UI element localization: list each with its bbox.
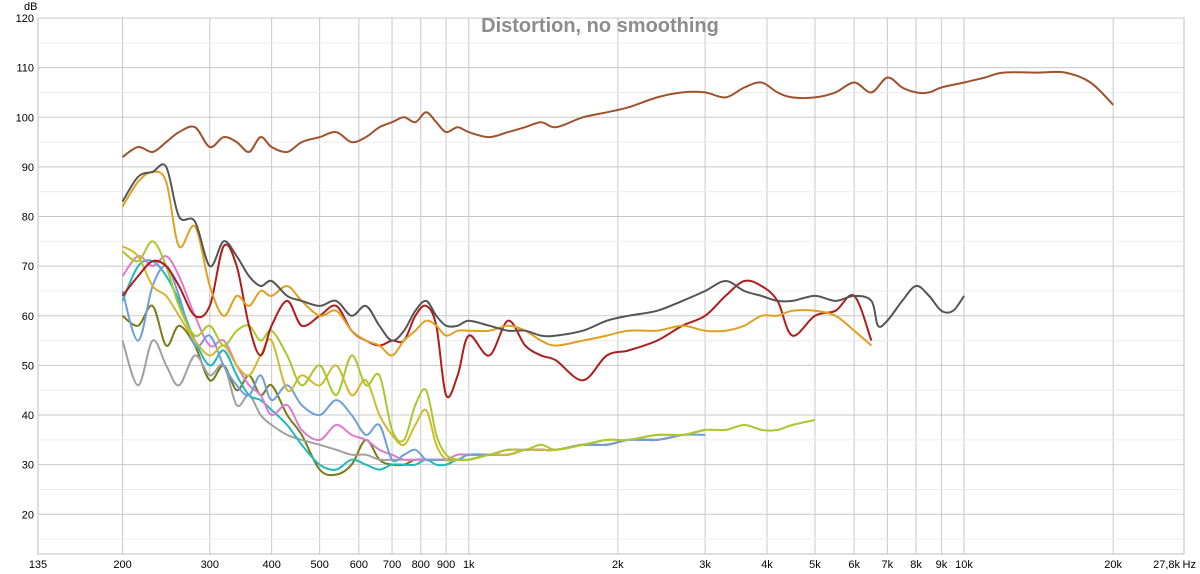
x-tick-label: 7k xyxy=(882,559,894,571)
x-tick-label: 2k xyxy=(612,559,624,571)
x-tick-label: 20k xyxy=(1104,559,1122,571)
y-tick-label: 80 xyxy=(22,212,34,224)
x-tick-label: 27,8k xyxy=(1153,559,1180,571)
y-tick-label: 20 xyxy=(22,509,34,521)
x-tick-label: 5k xyxy=(809,559,821,571)
series-line-4 xyxy=(121,240,816,462)
y-tick-label: 50 xyxy=(22,360,34,372)
series-group xyxy=(121,70,1114,477)
x-tick-label: 700 xyxy=(383,559,401,571)
y-tick-label: 110 xyxy=(16,63,34,75)
series-line-2 xyxy=(121,170,873,357)
x-tick-label: 6k xyxy=(848,559,860,571)
x-tick-label: 300 xyxy=(201,559,219,571)
y-tick-label: 70 xyxy=(22,261,34,273)
y-tick-label: 120 xyxy=(16,13,34,25)
x-tick-label: 1k xyxy=(463,559,475,571)
y-axis-ticks: 20 30 40 50 60 70 80 90 100 110 120 xyxy=(16,13,34,521)
x-axis-ticks: 135 200 300 400 500 600 700 800 900 1k 2k 3k 4k 5k 6k 7… xyxy=(29,559,1181,571)
x-tick-label: 800 xyxy=(412,559,430,571)
chart-title: Distortion, no smoothing xyxy=(481,15,719,37)
y-unit-label: dB xyxy=(24,1,37,13)
y-tick-label: 100 xyxy=(16,112,34,124)
x-tick-label: 200 xyxy=(113,559,131,571)
x-unit-label: Hz xyxy=(1183,559,1196,571)
series-line-0 xyxy=(121,70,1114,158)
x-tick-label: 9k xyxy=(936,559,948,571)
series-line-1 xyxy=(121,163,965,342)
x-tick-label: 3k xyxy=(699,559,711,571)
y-tick-label: 60 xyxy=(22,311,34,323)
x-tick-label: 900 xyxy=(437,559,455,571)
x-tick-label: 135 xyxy=(29,559,47,571)
grid xyxy=(38,17,1184,554)
y-tick-label: 30 xyxy=(22,460,34,472)
x-tick-label: 4k xyxy=(761,559,773,571)
x-tick-label: 500 xyxy=(310,559,328,571)
y-tick-label: 40 xyxy=(22,410,34,422)
y-tick-label: 90 xyxy=(22,162,34,174)
x-tick-label: 8k xyxy=(910,559,922,571)
x-tick-label: 400 xyxy=(262,559,280,571)
x-tick-label: 600 xyxy=(350,559,368,571)
x-tick-label: 10k xyxy=(955,559,973,571)
